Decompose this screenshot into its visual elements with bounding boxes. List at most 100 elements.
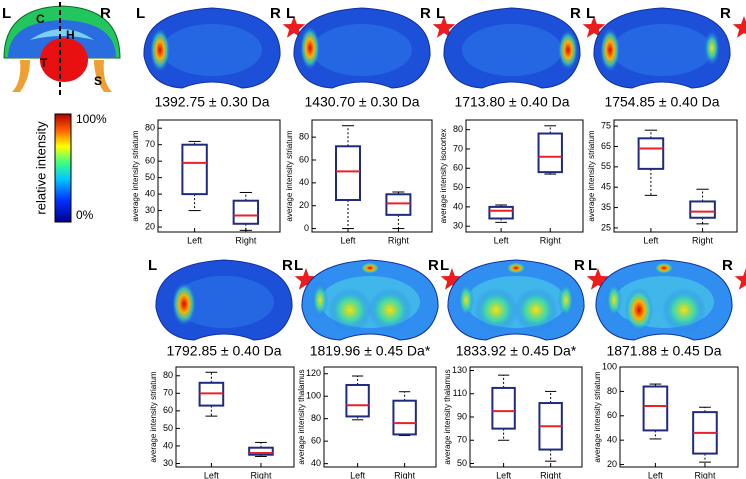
side-label: L	[436, 5, 445, 22]
side-label: L	[294, 257, 303, 274]
y-tick-label: 40	[163, 440, 173, 450]
y-tick-label: 0	[304, 223, 309, 233]
atlas-left-label: L	[2, 5, 11, 22]
panel-title: 1392.75 ± 0.30 Da	[154, 94, 269, 110]
y-tick-label: 120	[306, 368, 321, 378]
panel-title: 1871.88 ± 0.45 Da	[606, 343, 721, 359]
y-tick-label: 80	[311, 413, 321, 423]
y-tick-label: 80	[607, 386, 617, 396]
y-tick-label: 55	[601, 161, 611, 171]
significance-star	[732, 16, 746, 38]
significance-star	[282, 16, 306, 38]
box	[537, 132, 563, 174]
heat-spot	[458, 282, 474, 318]
y-axis-label: average intensity striatum	[587, 130, 596, 221]
side-label: L	[286, 5, 295, 22]
y-tick-label: 45	[601, 182, 611, 192]
box	[248, 446, 274, 456]
colorbar: 100% 0% relative intensity	[33, 112, 107, 223]
y-tick-label: 40	[453, 201, 463, 211]
x-tick-label: Right	[692, 235, 714, 245]
side-label: R	[722, 257, 733, 274]
side-label: R	[720, 5, 731, 22]
panel-title: 1754.85 ± 0.40 Da	[604, 94, 719, 110]
y-tick-label: 30	[163, 458, 173, 468]
brain-texture	[612, 24, 712, 76]
y-tick-label: 65	[601, 141, 611, 151]
panel-title: 1833.92 ± 0.45 Da*	[456, 343, 577, 359]
y-tick-label: 70	[163, 388, 173, 398]
y-axis-label: average intensity striatum	[285, 130, 294, 221]
y-tick-label: 50	[145, 172, 155, 182]
significance-star	[432, 16, 456, 38]
box	[637, 137, 665, 170]
heat-spot	[300, 26, 320, 70]
side-label: R	[420, 5, 431, 22]
heat-spot	[172, 282, 196, 326]
y-tick-label: 80	[145, 123, 155, 133]
heat-spot	[606, 282, 622, 318]
y-tick-label: 30	[453, 221, 463, 231]
y-tick-label: 25	[601, 222, 611, 232]
heat-spot	[514, 288, 558, 332]
y-tick-label: 50	[453, 182, 463, 192]
colorbar-min: 0%	[76, 208, 94, 222]
panel: L R 1754.85 ± 0.40 Da 25 35 45 55 65 75 average i…	[586, 5, 746, 245]
heat-spot	[360, 262, 380, 274]
side-label: L	[440, 257, 449, 274]
y-tick-label: 40	[311, 458, 321, 468]
plot-frame	[175, 366, 295, 468]
x-tick-label: Right	[250, 470, 272, 479]
atlas-right-label: R	[100, 5, 111, 22]
box	[335, 145, 361, 202]
box	[345, 383, 370, 418]
x-tick-label: Left	[340, 235, 356, 245]
atlas: L R C H T S	[2, 2, 121, 98]
heat-spot	[312, 282, 328, 318]
x-tick-label: Right	[235, 235, 257, 245]
y-tick-label: 80	[163, 370, 173, 380]
plot-frame	[619, 366, 739, 468]
significance-star	[582, 16, 606, 38]
heat-spot	[368, 288, 412, 332]
y-axis-label: average intensity striatum	[149, 371, 158, 462]
heat-spot	[558, 282, 574, 318]
x-tick-label: Left	[187, 235, 203, 245]
y-tick-label: 70	[145, 139, 155, 149]
panel-title: 1819.96 ± 0.45 Da*	[310, 343, 431, 359]
y-tick-label: 50	[457, 458, 467, 468]
side-label: R	[570, 5, 581, 22]
box	[488, 205, 514, 220]
x-tick-label: Left	[204, 470, 220, 479]
heat-spot	[662, 288, 706, 332]
y-tick-label: 30	[145, 205, 155, 215]
box	[181, 143, 208, 196]
y-axis-label: average intensity thalamus	[297, 369, 306, 464]
brain-texture	[174, 276, 274, 328]
side-label: L	[136, 5, 145, 22]
x-tick-label: Right	[394, 470, 416, 479]
x-tick-label: Left	[350, 470, 366, 479]
heat-spot	[558, 30, 578, 70]
y-tick-label: 20	[299, 200, 309, 210]
colorbar-max: 100%	[76, 112, 107, 126]
panel-title: 1792.85 ± 0.40 Da	[166, 343, 281, 359]
y-tick-label: 110	[453, 388, 467, 398]
side-label: R	[428, 257, 439, 274]
y-tick-label: 130	[452, 365, 467, 375]
y-tick-label: 100	[306, 391, 321, 401]
heat-spot	[506, 262, 526, 274]
panel-title: 1430.70 ± 0.30 Da	[304, 94, 419, 110]
brain-texture	[462, 24, 562, 76]
plot-frame	[465, 119, 584, 233]
heat-spot	[150, 28, 170, 72]
heat-spot	[704, 30, 720, 66]
plot-frame	[323, 366, 437, 468]
y-tick-label: 80	[453, 124, 463, 134]
colorbar-gradient	[54, 113, 72, 223]
y-axis-label: average intensity striatum	[131, 130, 140, 221]
